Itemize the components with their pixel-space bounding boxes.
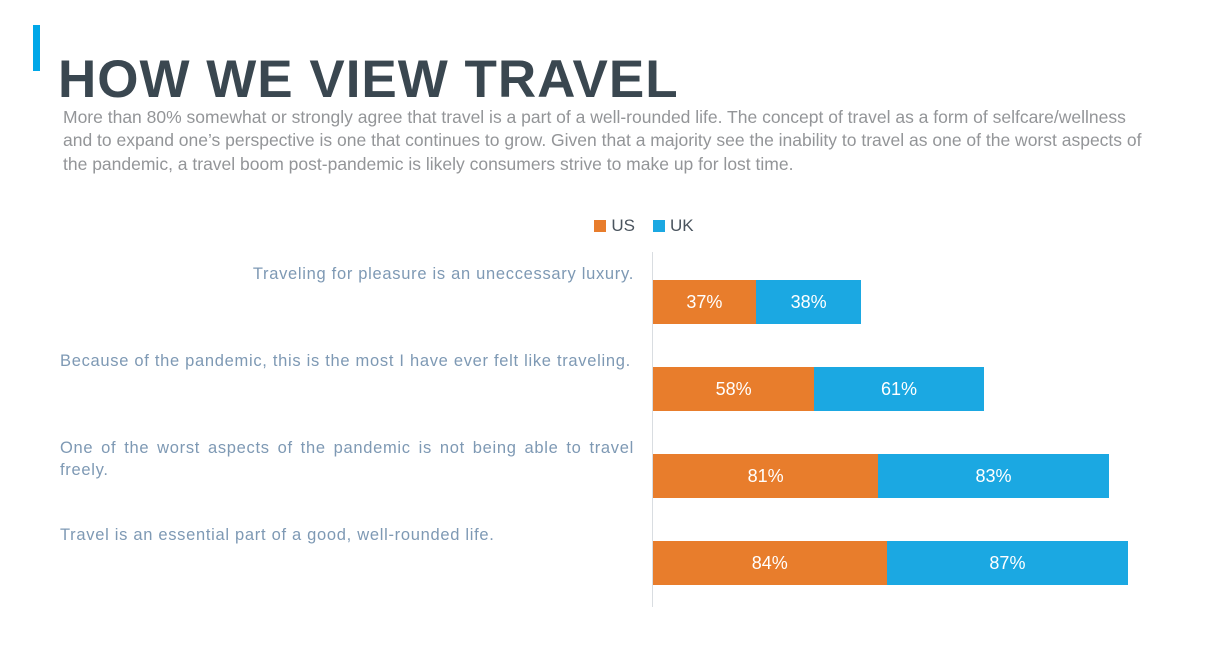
bar-segment-uk: 83% <box>878 454 1109 498</box>
chart-row: Travel is an essential part of a good, w… <box>60 520 1220 607</box>
bar-segment-uk: 87% <box>886 541 1129 585</box>
category-label: Because of the pandemic, this is the mos… <box>60 352 631 370</box>
bar-group: 37% 38% <box>653 280 862 324</box>
legend-item-us: US <box>594 216 635 236</box>
chart-rows: Traveling for pleasure is an uneccessary… <box>60 259 1220 607</box>
stacked-bar-chart: Traveling for pleasure is an uneccessary… <box>60 252 1220 607</box>
chart-row: Traveling for pleasure is an uneccessary… <box>60 259 1220 346</box>
bar-group: 84% 87% <box>653 541 1129 585</box>
chart-row: One of the worst aspects of the pandemic… <box>60 433 1220 520</box>
uk-legend-swatch <box>653 220 665 232</box>
bar-group: 58% 61% <box>653 367 984 411</box>
category-label: Travel is an essential part of a good, w… <box>60 526 495 544</box>
intro-paragraph: More than 80% somewhat or strongly agree… <box>63 106 1142 174</box>
bar-segment-us: 81% <box>653 454 879 498</box>
chart-legend: US UK <box>34 216 1220 236</box>
bar-group: 81% 83% <box>653 454 1109 498</box>
axis-line <box>652 252 653 607</box>
page-title: HOW WE VIEW TRAVEL <box>58 49 679 109</box>
legend-item-uk: UK <box>653 216 694 236</box>
bar-segment-us: 58% <box>653 367 815 411</box>
chart-row: Because of the pandemic, this is the mos… <box>60 346 1220 433</box>
uk-legend-label: UK <box>670 216 694 235</box>
title-accent-bar <box>33 25 40 71</box>
us-legend-swatch <box>594 220 607 232</box>
bar-segment-uk: 38% <box>755 280 862 324</box>
category-label: One of the worst aspects of the pandemic… <box>60 439 634 479</box>
bar-segment-us: 84% <box>653 541 887 585</box>
category-label: Traveling for pleasure is an uneccessary… <box>252 265 634 283</box>
bar-segment-us: 37% <box>653 280 756 324</box>
bar-segment-uk: 61% <box>814 367 984 411</box>
us-legend-label: US <box>611 216 635 235</box>
